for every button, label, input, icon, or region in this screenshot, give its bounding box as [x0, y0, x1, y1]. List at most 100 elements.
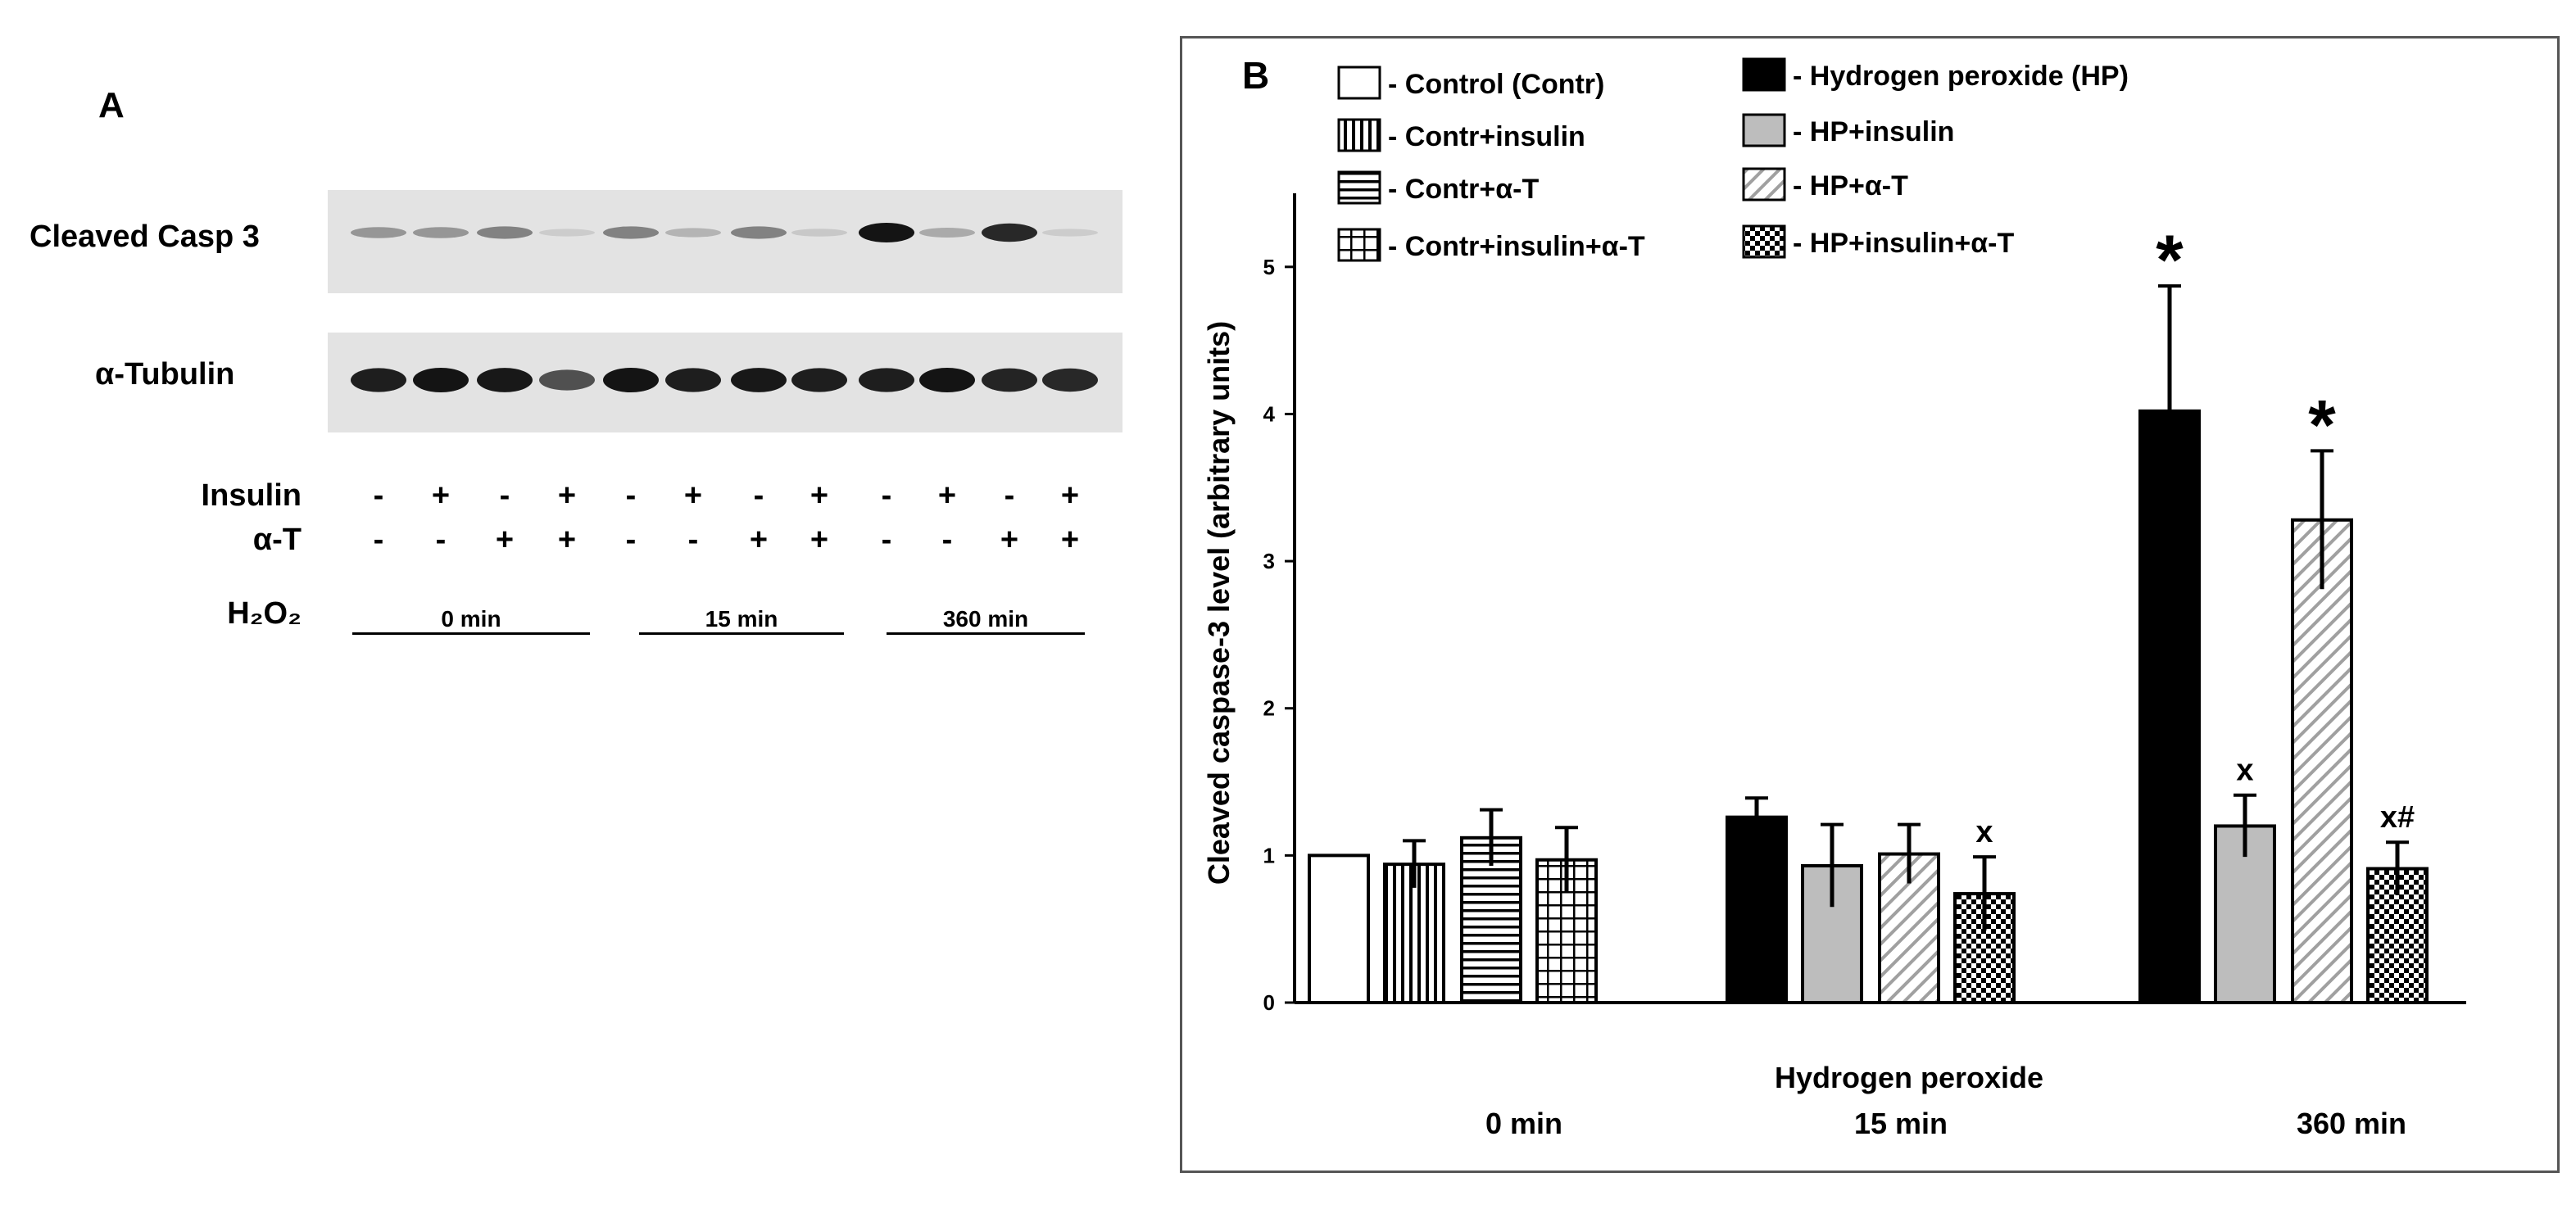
- y-tick-label-5: 5: [1263, 255, 1275, 279]
- group-label-15min: 15 min: [705, 606, 778, 632]
- band-tubulin-12: [1042, 368, 1098, 392]
- y-tick-label-4: 4: [1263, 401, 1276, 426]
- alpha-t-sign-lane-6: -: [687, 523, 699, 557]
- insulin-sign-lane-4: +: [557, 478, 577, 513]
- insulin-sign-lane-12: +: [1060, 478, 1080, 513]
- significance-marker-8: x: [1975, 815, 1993, 849]
- band-casp3-11: [982, 223, 1037, 242]
- insulin-sign-lane-9: -: [881, 478, 892, 513]
- h2o2-row-label: H₂O₂: [227, 596, 302, 631]
- band-casp3-8: [791, 229, 847, 237]
- legend-label-6: - HP+insulin: [1793, 116, 1954, 147]
- tubulin-blot: [328, 333, 1122, 432]
- band-tubulin-8: [791, 368, 847, 392]
- y-axis-label: Cleaved caspase-3 level (arbitrary units…: [1202, 321, 1236, 885]
- category-label-1: 0 min: [1485, 1107, 1562, 1140]
- blot-label-cleaved-casp3: Cleaved Casp 3: [29, 220, 260, 254]
- insulin-sign-lane-11: -: [1004, 478, 1015, 513]
- legend-swatch-2: [1337, 118, 1381, 152]
- alpha-t-sign-lane-1: -: [373, 523, 384, 557]
- legend-swatch-8: [1742, 224, 1786, 259]
- panel-b-frame: [1180, 36, 2560, 1173]
- bars: x * x * x#: [1308, 221, 2429, 1005]
- band-casp3-10: [919, 228, 975, 238]
- y-tick-label-1: 1: [1263, 843, 1275, 867]
- legend-label-8: - HP+insulin+α-T: [1793, 228, 2014, 259]
- alpha-t-sign-lane-5: -: [625, 523, 637, 557]
- y-tick-label-3: 3: [1263, 549, 1275, 573]
- alpha-t-sign-lane-3: +: [495, 523, 515, 557]
- group-label-0min: 0 min: [441, 606, 501, 632]
- legend-label-2: - Contr+insulin: [1388, 121, 1585, 152]
- significance-marker-11: *: [2308, 386, 2336, 464]
- insulin-sign-lane-6: +: [683, 478, 703, 513]
- legend-label-5: - Hydrogen peroxide (HP): [1793, 61, 2129, 92]
- bar-1: [1308, 854, 1370, 1005]
- cleaved-casp3-blot: [328, 190, 1122, 293]
- legend-label-1: - Control (Contr): [1388, 69, 1604, 100]
- group-label-360min: 360 min: [942, 606, 1029, 632]
- significance-marker-10: x: [2236, 754, 2253, 788]
- group-line-0min: [352, 632, 590, 635]
- legend: - Control (Contr) - Contr+insulin - Contr+…: [1337, 57, 2129, 262]
- insulin-sign-lane-3: -: [499, 478, 510, 513]
- band-casp3-6: [665, 228, 721, 238]
- insulin-sign-lane-1: -: [373, 478, 384, 513]
- legend-label-7: - HP+α-T: [1793, 170, 1908, 202]
- band-tubulin-6: [665, 368, 721, 392]
- panel-b-label: B: [1242, 54, 1269, 97]
- significance-marker-12: x#: [2380, 800, 2415, 835]
- insulin-sign-lane-5: -: [625, 478, 637, 513]
- band-casp3-5: [603, 226, 659, 239]
- alpha-t-sign-lane-12: +: [1060, 523, 1080, 557]
- band-tubulin-4: [539, 369, 595, 391]
- band-casp3-2: [413, 227, 469, 238]
- legend-swatch-4: [1337, 228, 1381, 262]
- band-casp3-4: [539, 229, 595, 237]
- band-tubulin-1: [351, 368, 406, 392]
- x-axis-label: Hydrogen peroxide: [1775, 1061, 2043, 1094]
- band-tubulin-11: [982, 368, 1037, 392]
- band-casp3-7: [731, 226, 787, 239]
- y-tick-label-2: 2: [1263, 696, 1275, 721]
- y-tick-label-0: 0: [1263, 990, 1275, 1015]
- band-casp3-3: [477, 226, 533, 239]
- group-line-360min: [887, 632, 1085, 635]
- band-tubulin-2: [413, 368, 469, 392]
- alpha-t-sign-lane-8: +: [810, 523, 829, 557]
- band-casp3-9: [859, 223, 914, 242]
- band-tubulin-10: [919, 368, 975, 392]
- legend-swatch-5: [1742, 57, 1786, 92]
- legend-swatch-3: [1337, 170, 1381, 205]
- insulin-sign-lane-7: -: [753, 478, 764, 513]
- insulin-sign-lane-2: +: [431, 478, 451, 513]
- legend-label-3: - Contr+α-T: [1388, 174, 1539, 205]
- alpha-t-sign-lane-4: +: [557, 523, 577, 557]
- alpha-t-sign-lane-10: -: [941, 523, 953, 557]
- alpha-t-sign-lane-2: -: [435, 523, 447, 557]
- alpha-t-sign-lane-11: +: [1000, 523, 1019, 557]
- band-tubulin-7: [731, 368, 787, 392]
- legend-swatch-1: [1337, 66, 1381, 100]
- alpha-t-sign-lane-9: -: [881, 523, 892, 557]
- legend-swatch-6: [1742, 113, 1786, 147]
- legend-swatch-7: [1742, 167, 1786, 202]
- legend-label-4: - Contr+insulin+α-T: [1388, 231, 1645, 262]
- panel-a-label: A: [98, 85, 125, 125]
- blot-label-tubulin: α-Tubulin: [95, 357, 235, 392]
- band-casp3-12: [1042, 229, 1098, 237]
- category-label-3: 360 min: [2297, 1107, 2406, 1140]
- insulin-row-label: Insulin: [201, 478, 302, 513]
- cleaved-casp3-bands: [351, 223, 1098, 242]
- bar-11: [2291, 518, 2353, 1004]
- significance-marker-9: *: [2156, 221, 2184, 300]
- bar-5: [1726, 815, 1788, 1005]
- alpha-t-sign-lane-7: +: [749, 523, 769, 557]
- category-label-2: 15 min: [1854, 1107, 1948, 1140]
- band-tubulin-9: [859, 368, 914, 392]
- tubulin-bands: [351, 368, 1098, 392]
- insulin-sign-lane-8: +: [810, 478, 829, 513]
- insulin-sign-lane-10: +: [937, 478, 957, 513]
